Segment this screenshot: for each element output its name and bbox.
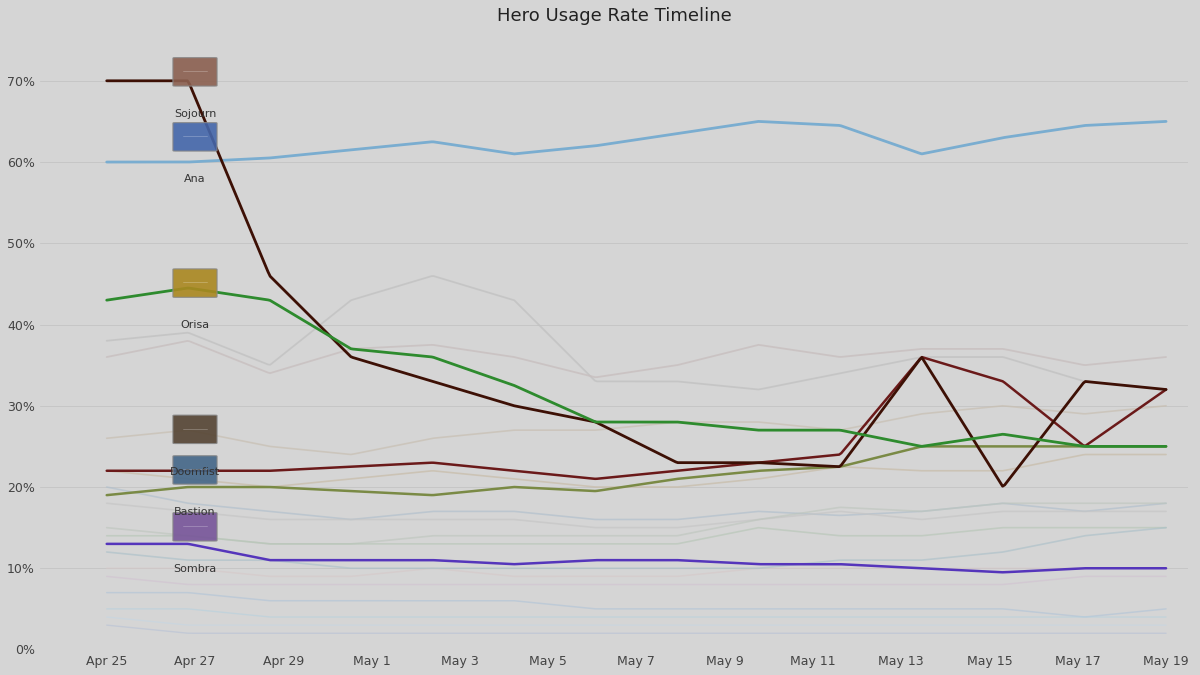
Text: Orisa: Orisa	[180, 321, 210, 331]
Text: Sojourn: Sojourn	[174, 109, 216, 119]
Text: Bastion: Bastion	[174, 508, 216, 517]
Text: Doomfist: Doomfist	[170, 466, 220, 477]
FancyBboxPatch shape	[173, 123, 217, 151]
Text: Sombra: Sombra	[173, 564, 217, 574]
FancyBboxPatch shape	[173, 269, 217, 297]
Title: Hero Usage Rate Timeline: Hero Usage Rate Timeline	[497, 7, 732, 25]
Text: Ana: Ana	[184, 174, 206, 184]
FancyBboxPatch shape	[173, 456, 217, 484]
FancyBboxPatch shape	[173, 415, 217, 443]
FancyBboxPatch shape	[173, 57, 217, 86]
FancyBboxPatch shape	[173, 512, 217, 541]
